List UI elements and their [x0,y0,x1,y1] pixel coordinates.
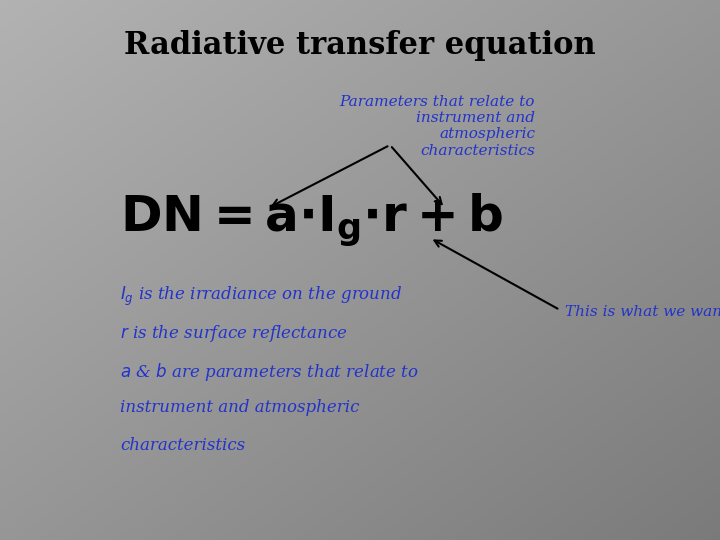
Text: characteristics: characteristics [120,437,245,454]
Text: This is what we want: This is what we want [565,305,720,319]
Text: instrument and atmospheric: instrument and atmospheric [120,399,359,416]
Text: $I_g$ is the irradiance on the ground: $I_g$ is the irradiance on the ground [120,285,402,308]
Text: Radiative transfer equation: Radiative transfer equation [124,30,596,61]
Text: $r$ is the surface reflectance: $r$ is the surface reflectance [120,323,348,344]
Text: $a$ & $b$ are parameters that relate to: $a$ & $b$ are parameters that relate to [120,361,419,383]
Text: Parameters that relate to
instrument and
atmospheric
characteristics: Parameters that relate to instrument and… [340,95,535,158]
Text: $\mathbf{DN = a{\cdot}I_g{\cdot}r + b}$: $\mathbf{DN = a{\cdot}I_g{\cdot}r + b}$ [120,192,503,248]
